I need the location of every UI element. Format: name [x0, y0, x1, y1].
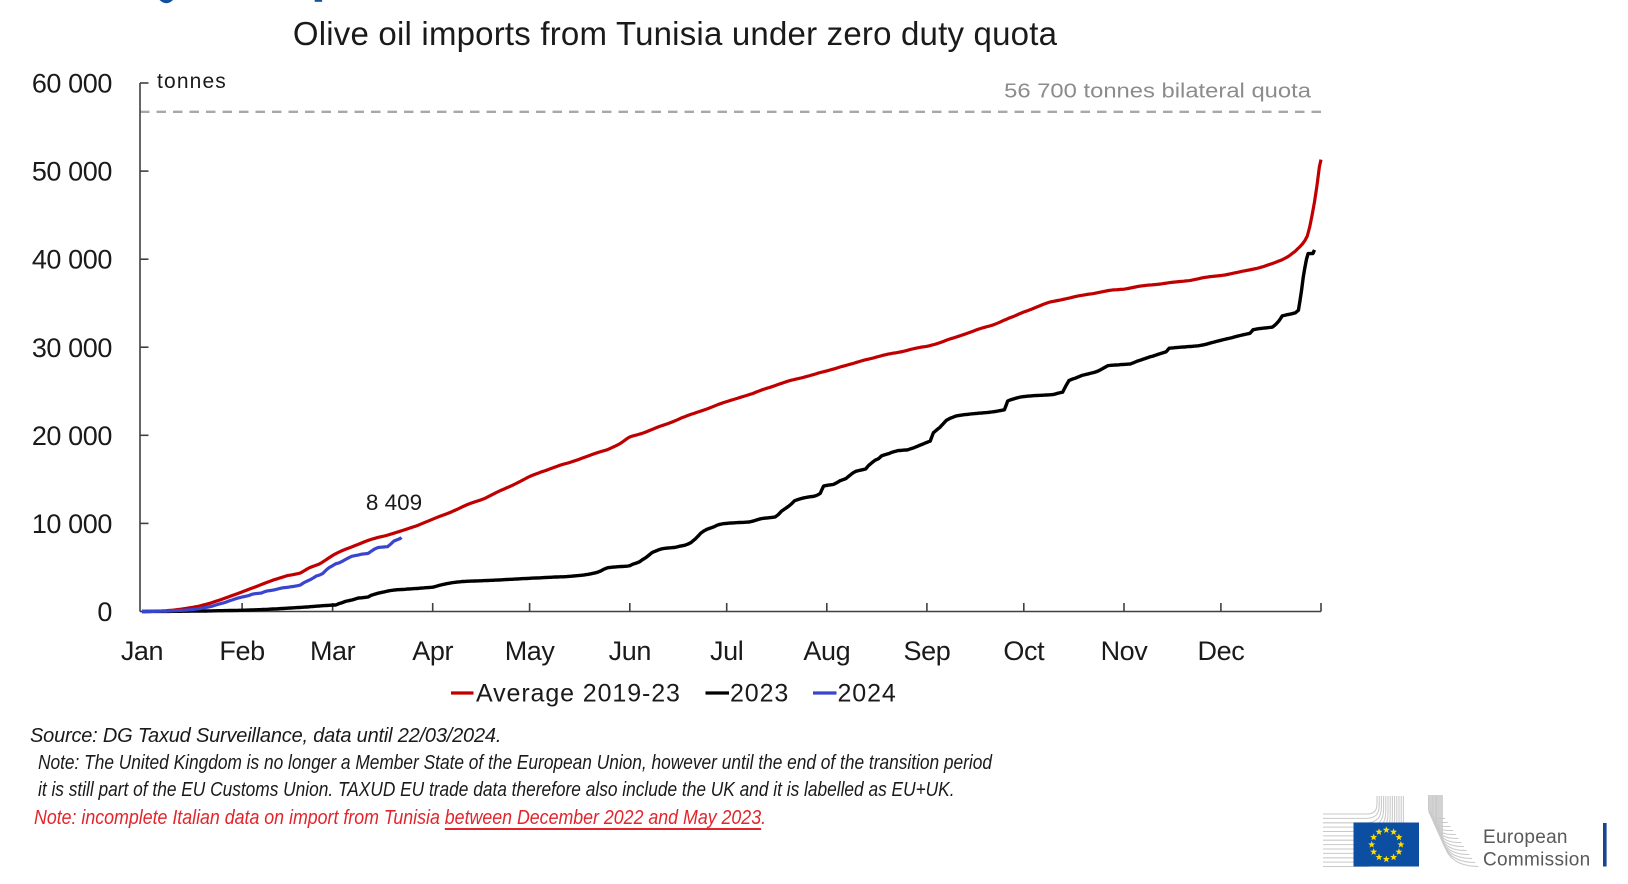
svg-text:tonnes: tonnes	[157, 70, 227, 93]
svg-text:Jun: Jun	[609, 636, 651, 666]
svg-text:Commission: Commission	[1483, 850, 1591, 871]
svg-text:May: May	[505, 636, 556, 666]
svg-text:Average 2019-23: Average 2019-23	[476, 680, 681, 708]
svg-text:Oct: Oct	[1003, 636, 1045, 666]
svg-text:Mar: Mar	[310, 636, 356, 666]
svg-text:Olive oil imports from Tunisia: Olive oil imports from Tunisia under zer…	[293, 15, 1058, 52]
svg-text:European: European	[1483, 827, 1568, 848]
svg-text:2024: 2024	[838, 680, 897, 708]
svg-text:Aug: Aug	[803, 636, 850, 666]
svg-text:56 700 tonnes bilateral quota: 56 700 tonnes bilateral quota	[1004, 79, 1312, 102]
svg-text:60 000: 60 000	[32, 69, 112, 99]
svg-text:0: 0	[97, 597, 112, 627]
svg-text:Sep: Sep	[903, 636, 950, 666]
svg-text:Feb: Feb	[219, 636, 264, 666]
svg-text:8 409: 8 409	[366, 490, 422, 515]
svg-text:20 000: 20 000	[32, 421, 112, 451]
svg-text:Nov: Nov	[1101, 636, 1149, 666]
svg-text:Jul: Jul	[710, 636, 743, 666]
svg-text:Jan: Jan	[121, 636, 163, 666]
svg-text:Apr: Apr	[412, 636, 453, 666]
svg-text:30 000: 30 000	[32, 333, 112, 363]
svg-text:Dec: Dec	[1197, 636, 1244, 666]
svg-text:10 000: 10 000	[32, 509, 112, 539]
svg-text:40 000: 40 000	[32, 245, 112, 275]
svg-text:2023: 2023	[730, 680, 789, 708]
svg-text:50 000: 50 000	[32, 157, 112, 187]
